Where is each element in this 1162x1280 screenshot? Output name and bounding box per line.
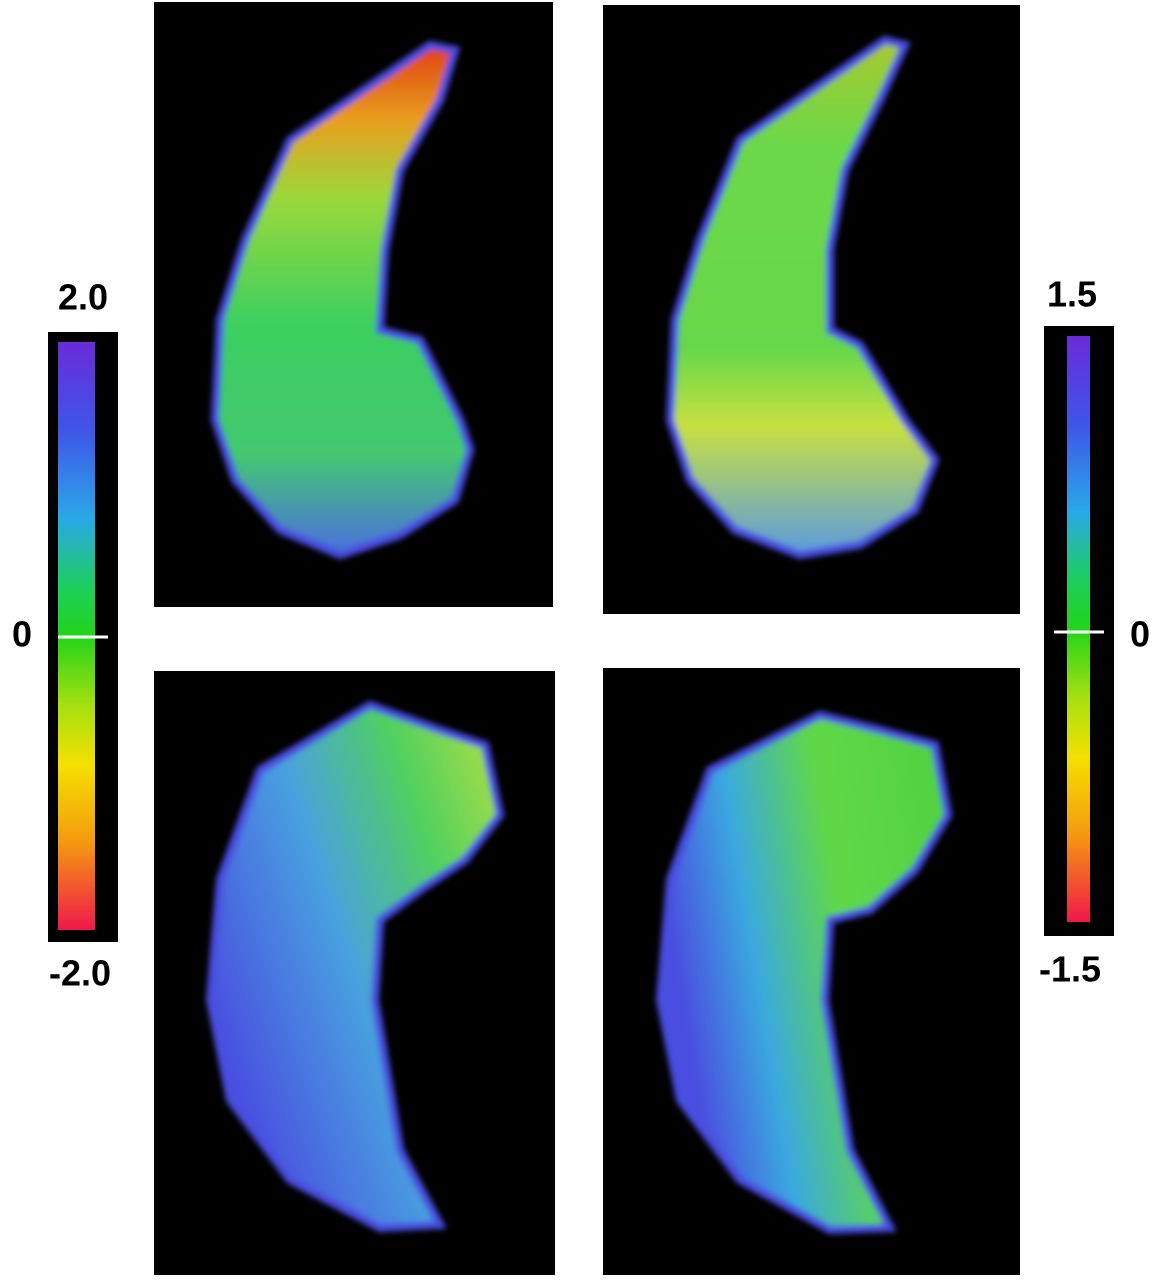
colorbar-max: 1.5	[1047, 274, 1097, 315]
colorbar-mid: 0	[12, 614, 32, 655]
surface-map	[665, 35, 940, 560]
colorbar-min: -1.5	[1039, 949, 1101, 990]
colorbar-max: 2.0	[58, 277, 108, 318]
colorbar	[1067, 336, 1090, 922]
surface-map	[205, 700, 505, 1233]
colorbar-min: -2.0	[49, 953, 111, 994]
surface-map	[210, 40, 475, 560]
colorbar-mid: 0	[1130, 614, 1150, 655]
surface-map	[655, 710, 953, 1235]
